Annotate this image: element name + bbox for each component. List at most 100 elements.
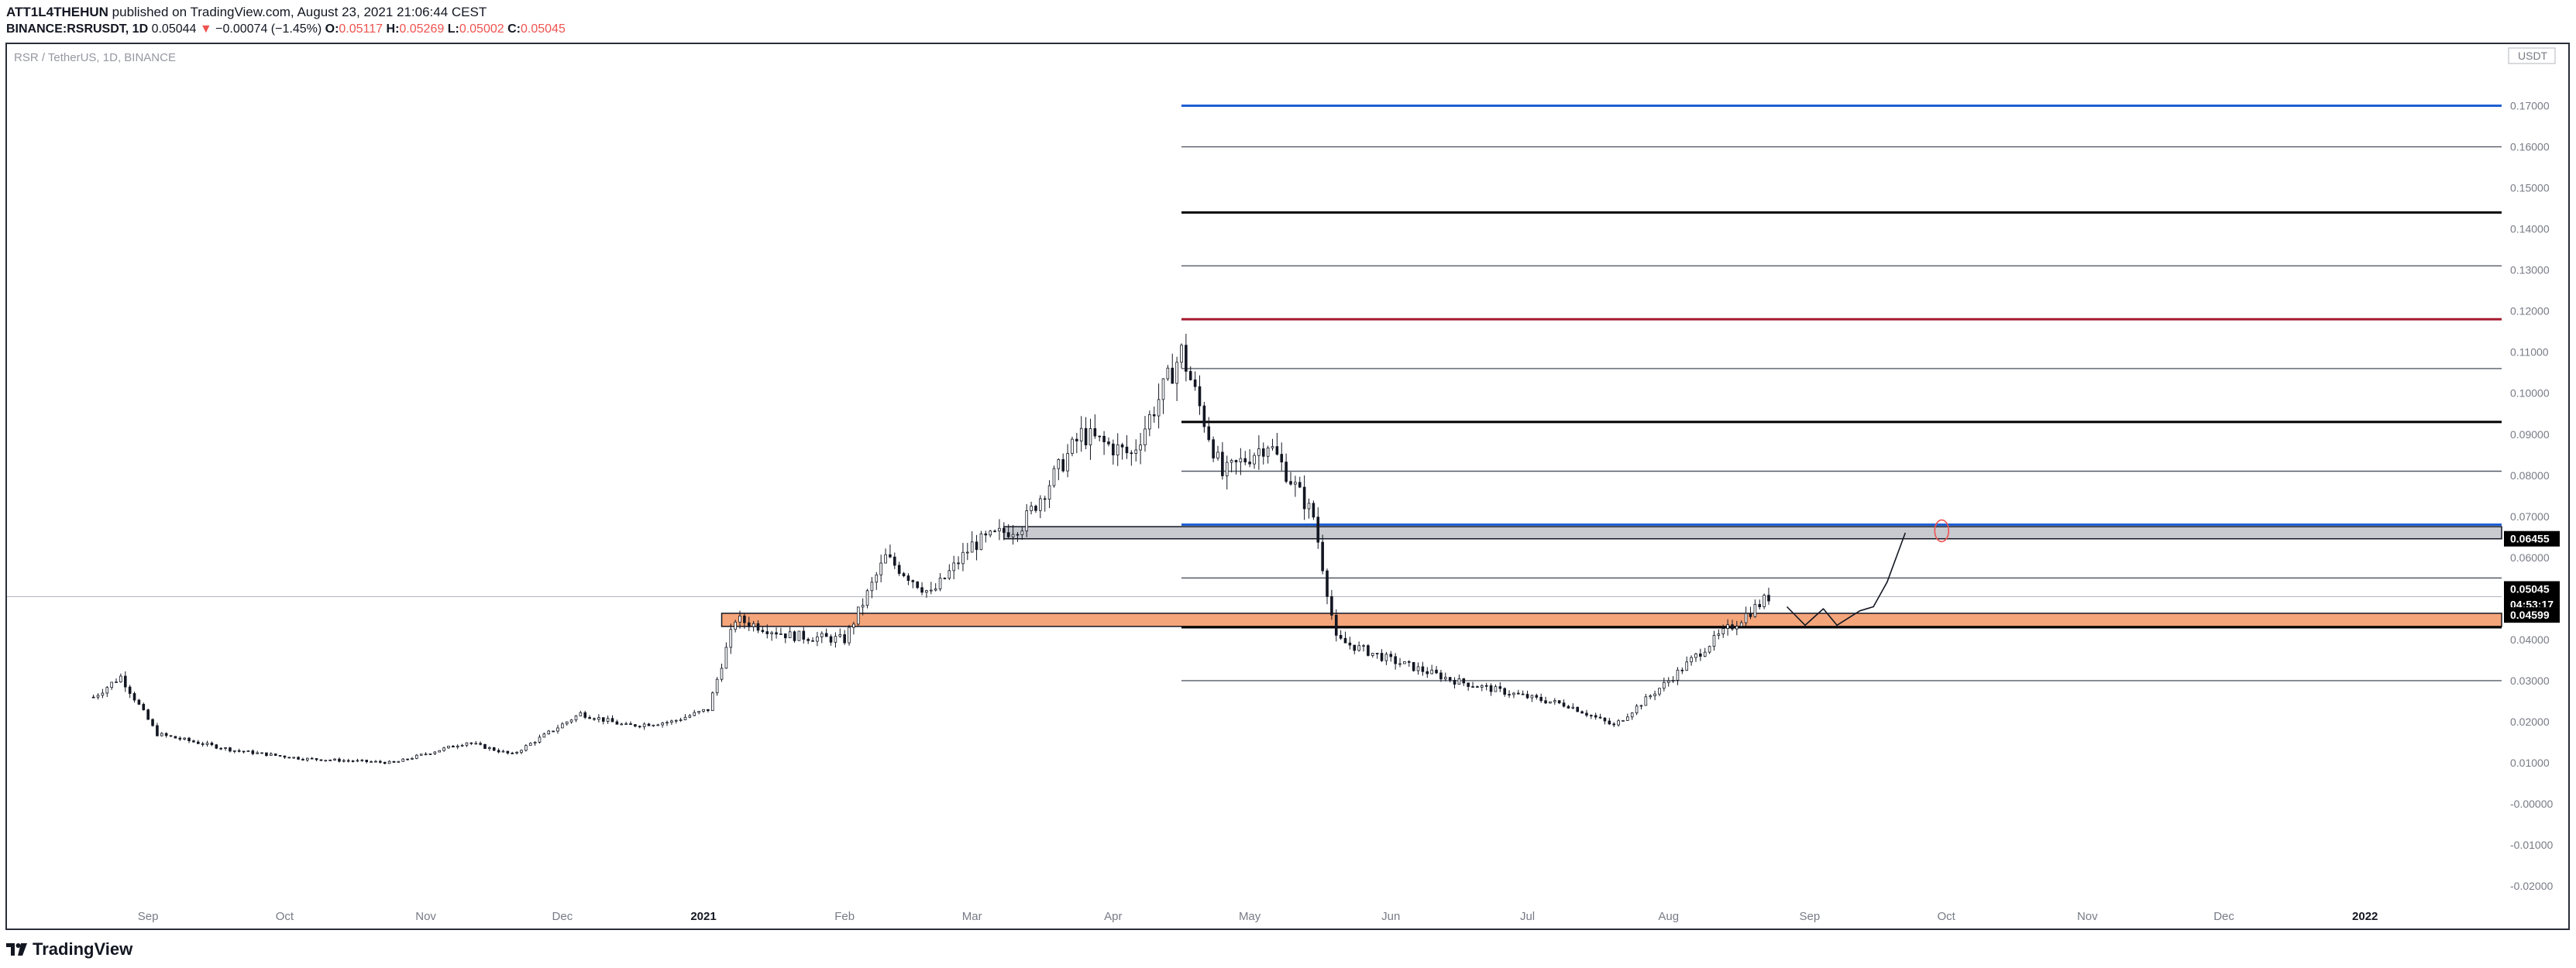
candle-body: [1348, 642, 1352, 646]
candle-body: [205, 743, 209, 745]
candle-body: [1703, 651, 1707, 657]
x-tick-label: Dec: [2213, 910, 2234, 923]
candle-body: [1489, 685, 1493, 692]
author-name[interactable]: ATT1L4THEHUN: [6, 5, 108, 19]
tradingview-footer[interactable]: TradingView: [6, 939, 132, 959]
candle-body: [1412, 661, 1415, 671]
x-tick-label: Nov: [2077, 910, 2098, 923]
candle-body: [1539, 696, 1543, 702]
candle-body: [720, 668, 724, 680]
candle-body: [333, 758, 336, 760]
candle-body: [1612, 723, 1615, 726]
candle-body: [1275, 446, 1279, 455]
candle-body: [497, 750, 500, 753]
zones-layer: [721, 526, 2502, 627]
candle-body: [1280, 454, 1284, 463]
candle-body: [1585, 712, 1588, 716]
y-tick-label: 0.06000: [2510, 551, 2550, 564]
candle-body: [1763, 595, 1766, 607]
candle-body: [816, 637, 819, 642]
candle-body: [1371, 653, 1374, 656]
candle-body: [1185, 345, 1188, 372]
candle-body: [788, 631, 792, 639]
candle-body: [1234, 460, 1238, 462]
candle-body: [1052, 468, 1056, 486]
candle-body: [783, 633, 787, 639]
candle-body: [379, 760, 382, 763]
publish-text: published on TradingView.com, August 23,…: [112, 5, 487, 19]
candle-body: [1639, 705, 1643, 707]
candle-body: [1285, 462, 1288, 482]
candle-body: [492, 747, 496, 751]
y-tick-label: 0.11000: [2510, 346, 2549, 359]
candle-body: [1380, 653, 1384, 661]
price-change: −0.00074 (−1.45%): [215, 22, 322, 36]
candle-body: [501, 750, 505, 753]
candle-body: [843, 634, 846, 644]
candle-body: [565, 721, 569, 725]
candle-body: [242, 750, 246, 753]
candle-body: [196, 741, 200, 744]
candle-body: [1649, 695, 1653, 698]
candle-body: [1130, 452, 1133, 455]
chart-frame[interactable]: [5, 43, 2570, 930]
candle-body: [902, 573, 906, 576]
candle-body: [1120, 444, 1124, 448]
candle-body: [1307, 503, 1311, 510]
candle-body: [1603, 717, 1607, 722]
candle-body: [1243, 458, 1247, 463]
candle-body: [1321, 541, 1324, 572]
price-label-box: [2504, 530, 2560, 547]
y-tick-label: 0.14000: [2510, 223, 2550, 235]
candle-body: [1188, 371, 1192, 380]
candle-body: [1712, 634, 1716, 647]
candle-body: [1353, 644, 1357, 651]
candle-body: [879, 562, 882, 575]
price-label-box: [2504, 607, 2560, 623]
candle-body: [392, 760, 396, 763]
support-zone: [721, 613, 2502, 627]
x-tick-label: Sep: [138, 910, 159, 923]
candle-body: [1676, 669, 1680, 681]
candle-body: [1253, 455, 1256, 465]
candle-body: [1011, 534, 1015, 537]
candle-body: [142, 704, 146, 711]
candle-body: [1448, 677, 1452, 681]
candle-body: [1671, 680, 1675, 681]
candle-body: [105, 687, 109, 694]
candle-body: [1362, 645, 1365, 647]
x-tick-label: Jun: [1381, 910, 1400, 923]
candle-body: [1562, 702, 1566, 707]
candle-body: [961, 551, 965, 565]
candle-body: [574, 716, 578, 721]
candle-body: [192, 740, 195, 743]
candle-body: [488, 747, 491, 750]
candle-body: [360, 760, 364, 761]
candle-body: [110, 681, 113, 688]
x-tick-label: Oct: [276, 910, 294, 923]
candle-body: [998, 527, 1001, 532]
last-price: 0.05044: [151, 22, 197, 36]
candle-body: [1112, 443, 1115, 455]
candle-body: [743, 616, 746, 623]
x-tick-label: Sep: [1800, 910, 1821, 923]
candle-body: [1139, 445, 1142, 451]
candle-body: [338, 758, 341, 762]
candle-body: [620, 723, 624, 726]
candle-body: [237, 750, 241, 752]
candle-body: [797, 630, 801, 641]
candle-body: [1207, 426, 1211, 441]
candle-body: [151, 719, 154, 726]
candle-body: [1330, 596, 1333, 616]
candle-body: [538, 736, 542, 743]
candle-body: [215, 744, 218, 749]
candle-body: [324, 760, 328, 762]
candle-body: [287, 757, 291, 759]
candle-body: [1202, 405, 1206, 427]
candle-body: [920, 587, 923, 593]
candle-body: [406, 758, 409, 760]
candle-body: [674, 719, 678, 722]
candle-body: [934, 589, 937, 591]
candle-body: [697, 711, 700, 713]
